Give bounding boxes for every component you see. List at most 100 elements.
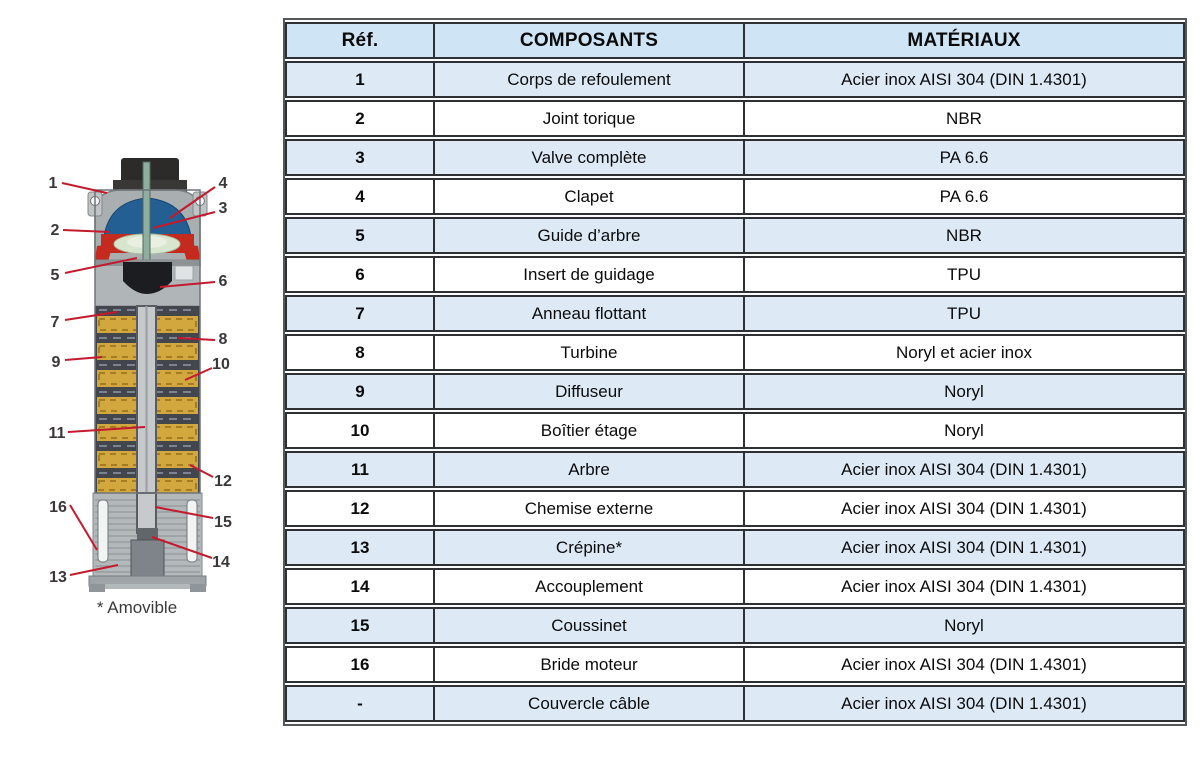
- strainer-slot-left: [97, 499, 109, 563]
- table-row: 3 Valve complète PA 6.6: [285, 139, 1185, 176]
- leader-line-1: [61, 182, 108, 194]
- material-cell: TPU: [745, 256, 1185, 293]
- table-row: 4 Clapet PA 6.6: [285, 178, 1185, 215]
- part-label-12: 12: [214, 473, 232, 490]
- ref-cell: 5: [285, 217, 435, 254]
- component-cell: Coussinet: [435, 607, 745, 644]
- component-cell: Valve complète: [435, 139, 745, 176]
- leader-lines: [61, 182, 216, 576]
- table-row: - Couvercle câble Acier inox AISI 304 (DIN…: [285, 685, 1185, 722]
- part-label-6: 6: [219, 273, 228, 290]
- table-row: 16 Bride moteur Acier inox AISI 304 (DIN 1…: [285, 646, 1185, 683]
- ref-cell: 7: [285, 295, 435, 332]
- material-cell: Acier inox AISI 304 (DIN 1.4301): [745, 529, 1185, 566]
- ref-cell: 11: [285, 451, 435, 488]
- header-row: Réf. COMPOSANTS MATÉRIAUX: [285, 22, 1185, 59]
- ref-cell: 16: [285, 646, 435, 683]
- leader-line-11: [67, 426, 146, 433]
- part-label-11: 11: [49, 425, 66, 442]
- material-cell: Acier inox AISI 304 (DIN 1.4301): [745, 490, 1185, 527]
- table-row: 8 Turbine Noryl et acier inox: [285, 334, 1185, 371]
- leader-line-12: [189, 464, 214, 478]
- table-row: 1 Corps de refoulement Acier inox AISI 304…: [285, 61, 1185, 98]
- part-label-5: 5: [51, 267, 60, 284]
- ref-cell: 12: [285, 490, 435, 527]
- table-row: 14 Accouplement Acier inox AISI 304 (DIN 1…: [285, 568, 1185, 605]
- material-cell: Noryl: [745, 412, 1185, 449]
- strainer-section: [88, 492, 207, 592]
- ref-cell: -: [285, 685, 435, 722]
- leader-line-13: [69, 564, 119, 576]
- part-labels: 1 2 3 4 5 6 7 8 9 10 11 12 13 14 15 16: [49, 175, 232, 586]
- leader-line-16: [69, 504, 98, 551]
- part-label-7: 7: [51, 314, 60, 331]
- part-label-2: 2: [51, 222, 60, 239]
- pump-cutaway-diagram: 1 2 3 4 5 6 7 8 9 10 11 12 13 14 15 16 *…: [25, 148, 255, 628]
- leader-line-2: [62, 229, 111, 233]
- table-row: 11 Arbre Acier inox AISI 304 (DIN 1.4301): [285, 451, 1185, 488]
- part-label-16: 16: [49, 499, 67, 516]
- material-cell: Acier inox AISI 304 (DIN 1.4301): [745, 451, 1185, 488]
- leader-line-7: [64, 311, 118, 321]
- ref-cell: 15: [285, 607, 435, 644]
- ref-cell: 14: [285, 568, 435, 605]
- part-label-10: 10: [212, 356, 230, 373]
- material-cell: PA 6.6: [745, 139, 1185, 176]
- component-cell: Boîtier étage: [435, 412, 745, 449]
- table-row: 10 Boîtier étage Noryl: [285, 412, 1185, 449]
- col-header-materiaux: MATÉRIAUX: [745, 22, 1185, 59]
- shaft-guide: [123, 262, 172, 294]
- component-cell: Insert de guidage: [435, 256, 745, 293]
- component-cell: Bride moteur: [435, 646, 745, 683]
- leader-line-4: [169, 186, 216, 219]
- leader-line-9: [64, 356, 103, 361]
- ref-cell: 6: [285, 256, 435, 293]
- ref-cell: 10: [285, 412, 435, 449]
- part-label-15: 15: [214, 514, 232, 531]
- leader-line-5: [64, 257, 138, 274]
- component-cell: Arbre: [435, 451, 745, 488]
- table-row: 13 Crépine* Acier inox AISI 304 (DIN 1.430…: [285, 529, 1185, 566]
- diagram-footnote: * Amovible: [97, 598, 177, 617]
- table-row: 2 Joint torique NBR: [285, 100, 1185, 137]
- col-header-composants: COMPOSANTS: [435, 22, 745, 59]
- coupling: [130, 539, 165, 581]
- shaft-top: [142, 161, 151, 263]
- casing-outline: [94, 189, 201, 494]
- part-label-1: 1: [49, 175, 58, 192]
- part-label-3: 3: [219, 200, 228, 217]
- part-label-9: 9: [52, 354, 61, 371]
- pump-cutaway-svg: 1 2 3 4 5 6 7 8 9 10 11 12 13 14 15 16 *…: [49, 158, 232, 617]
- component-cell: Diffuseur: [435, 373, 745, 410]
- component-cell: Couvercle câble: [435, 685, 745, 722]
- table-row: 15 Coussinet Noryl: [285, 607, 1185, 644]
- part-label-14: 14: [212, 554, 230, 571]
- leader-line-6: [159, 281, 216, 288]
- ref-cell: 8: [285, 334, 435, 371]
- stage-stack: [95, 305, 200, 494]
- ref-cell: 4: [285, 178, 435, 215]
- material-cell: NBR: [745, 100, 1185, 137]
- component-cell: Clapet: [435, 178, 745, 215]
- material-cell: Noryl: [745, 607, 1185, 644]
- material-cell: Noryl: [745, 373, 1185, 410]
- leader-line-10: [184, 367, 213, 381]
- ref-cell: 9: [285, 373, 435, 410]
- component-cell: Anneau flottant: [435, 295, 745, 332]
- components-table: Réf. COMPOSANTS MATÉRIAUX 1 Corps de refo…: [283, 18, 1187, 726]
- ref-cell: 3: [285, 139, 435, 176]
- material-cell: NBR: [745, 217, 1185, 254]
- component-cell: Guide d’arbre: [435, 217, 745, 254]
- material-cell: Acier inox AISI 304 (DIN 1.4301): [745, 646, 1185, 683]
- table-row: 9 Diffuseur Noryl: [285, 373, 1185, 410]
- ref-cell: 1: [285, 61, 435, 98]
- table-row: 5 Guide d’arbre NBR: [285, 217, 1185, 254]
- material-cell: Noryl et acier inox: [745, 334, 1185, 371]
- material-cell: Acier inox AISI 304 (DIN 1.4301): [745, 568, 1185, 605]
- table-row: 7 Anneau flottant TPU: [285, 295, 1185, 332]
- guide-section: [94, 259, 201, 307]
- leader-line-14: [151, 536, 213, 559]
- components-table-wrap: Réf. COMPOSANTS MATÉRIAUX 1 Corps de refo…: [283, 18, 1187, 726]
- leader-line-8: [177, 337, 216, 341]
- ref-cell: 2: [285, 100, 435, 137]
